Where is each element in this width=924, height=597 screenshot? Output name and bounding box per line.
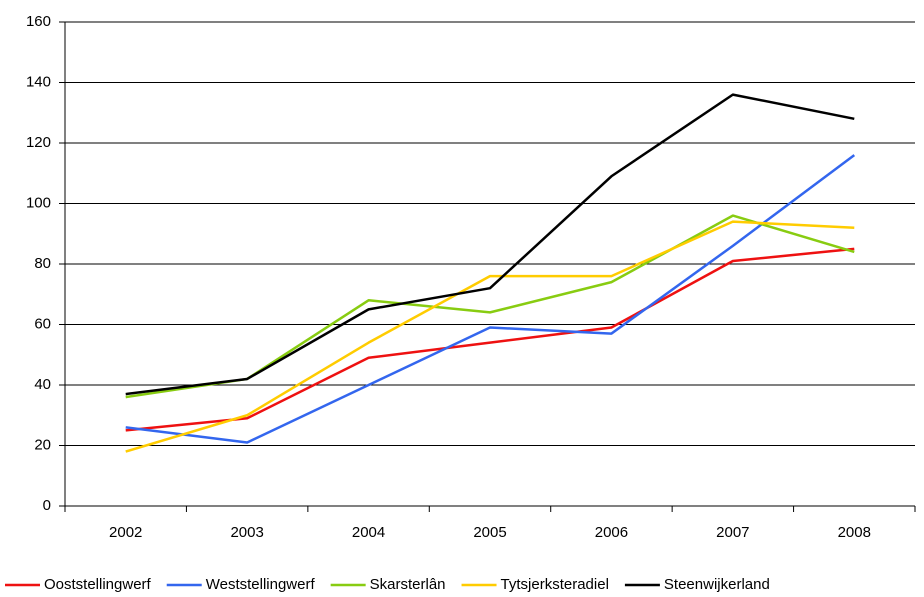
- y-tick-label: 0: [43, 497, 51, 514]
- series-line: [125, 93, 855, 396]
- x-tick-label: 2005: [473, 524, 506, 541]
- x-tick-label: 2003: [230, 524, 263, 541]
- legend-label: Tytsjerksteradiel: [501, 576, 609, 593]
- y-tick-label: 40: [34, 376, 51, 393]
- x-tick-label: 2008: [838, 524, 871, 541]
- series-line: [125, 154, 856, 444]
- y-tick-label: 120: [26, 134, 51, 151]
- series-line: [125, 247, 855, 432]
- legend-label: Steenwijkerland: [664, 576, 770, 593]
- legend-label: Ooststellingwerf: [44, 576, 152, 593]
- y-tick-label: 60: [34, 315, 51, 332]
- legend-label: Skarsterlân: [370, 576, 446, 593]
- legend-label: Weststellingwerf: [206, 576, 316, 593]
- y-tick-label: 80: [34, 255, 51, 272]
- y-tick-label: 20: [34, 436, 51, 453]
- series-line: [125, 214, 855, 399]
- y-tick-label: 140: [26, 73, 51, 90]
- y-tick-label: 100: [26, 194, 51, 211]
- x-tick-label: 2007: [716, 524, 749, 541]
- x-tick-label: 2006: [595, 524, 628, 541]
- series-line: [125, 220, 855, 453]
- x-tick-label: 2004: [352, 524, 385, 541]
- x-tick-label: 2002: [109, 524, 142, 541]
- y-tick-label: 160: [26, 13, 51, 30]
